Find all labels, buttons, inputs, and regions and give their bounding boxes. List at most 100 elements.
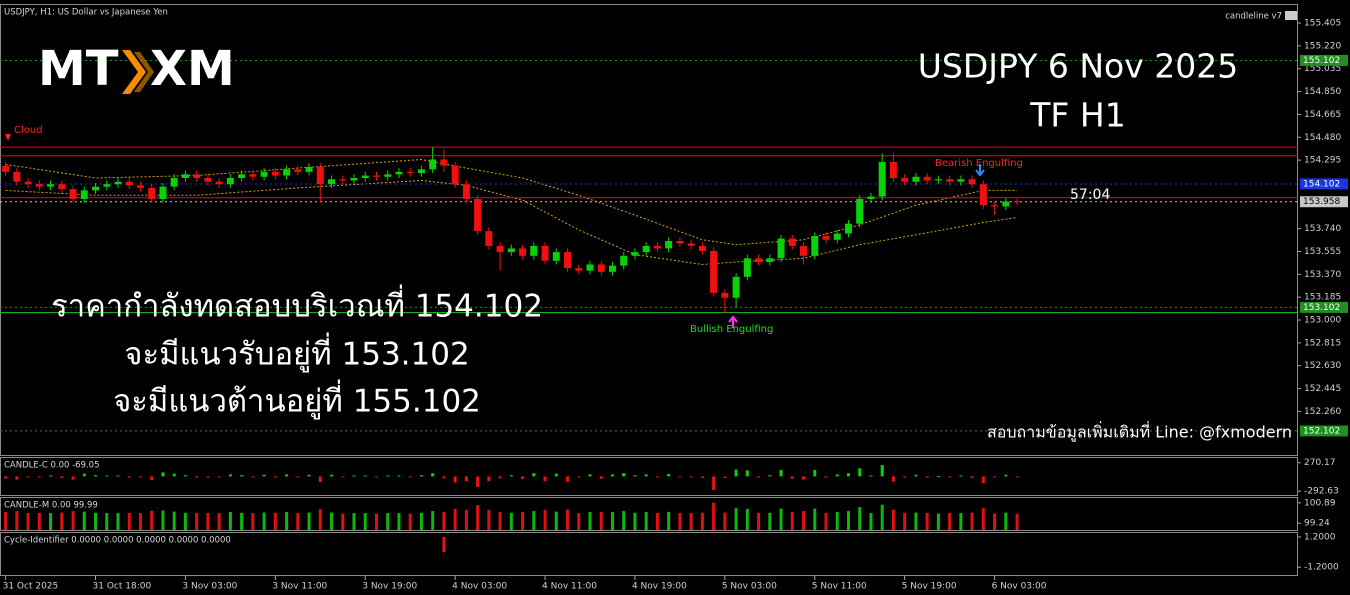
indicator-bar [161, 472, 165, 477]
logo-left: MT [38, 41, 119, 97]
indicator-bar [1015, 513, 1019, 530]
candle-body [912, 176, 920, 182]
candle-body [80, 190, 88, 200]
candle-body [710, 250, 718, 293]
panel-title: CANDLE-M 0.00 99.99 [4, 501, 98, 511]
candle-body [968, 179, 976, 185]
indicator-bar [712, 476, 716, 491]
indicator-bar [914, 512, 918, 530]
indicator-bar [307, 474, 311, 477]
indicator-bar [138, 513, 142, 530]
candle-body [170, 178, 178, 187]
indicator-bar [183, 512, 187, 530]
y-tick-label: 100.89 [1304, 498, 1336, 508]
candle-body [844, 223, 852, 234]
x-tick-label: 6 Nov 03:00 [992, 582, 1047, 592]
overlay-note: จะมีแนวต้านอยู่ที่ 155.102 [113, 380, 481, 420]
indicator-bar [127, 476, 131, 478]
indicator-bar [172, 511, 176, 530]
candle-body [283, 169, 291, 176]
candle-body [901, 178, 909, 182]
indicator-bar [577, 513, 581, 530]
indicator-bar [172, 473, 176, 477]
indicator-bar [318, 476, 322, 483]
indicator-bar [779, 508, 783, 530]
candle-body [13, 171, 21, 182]
indicator-bar [4, 512, 8, 530]
indicator-bar [453, 508, 457, 530]
candle-body [193, 174, 201, 179]
candle-body [226, 178, 234, 185]
indicator-bar [251, 513, 255, 530]
price-tag [1300, 425, 1348, 437]
indicator-bar [824, 512, 828, 530]
indicator-bar [228, 512, 232, 530]
indicator-bar [442, 476, 446, 479]
indicator-bar [768, 475, 772, 477]
indicator-bar [981, 476, 985, 484]
indicator-name: candleline v7 [1225, 12, 1282, 22]
indicator-bar [543, 509, 547, 530]
indicator-bar [700, 476, 704, 479]
indicator-bar [476, 505, 480, 530]
candle-body [564, 252, 572, 269]
indicator-bar [26, 476, 30, 478]
candle-body [339, 179, 347, 181]
candle-body [856, 199, 864, 224]
indicator-bar [869, 475, 873, 477]
indicator-bar [37, 513, 41, 530]
candle-body [946, 179, 954, 182]
price-tag [1300, 301, 1348, 313]
indicator-bar [386, 513, 390, 530]
indicator-bar [341, 513, 345, 530]
bullish-arrow [728, 315, 738, 328]
indicator-bar [138, 476, 142, 478]
logo-chevron [122, 50, 146, 94]
candle-body [136, 185, 144, 188]
chart-layer: USDJPY, H1: US Dollar vs Japanese Yen 155… [0, 8, 1348, 592]
indicator-bar [824, 476, 828, 478]
indicator-bar [880, 504, 884, 530]
indicator-bar [880, 465, 884, 477]
x-tick-label: 5 Nov 03:00 [722, 582, 777, 592]
bearish-arrow [975, 164, 985, 177]
indicator-bar [217, 513, 221, 530]
candle-body [979, 184, 987, 206]
indicator-bar [374, 513, 378, 530]
band-line [5, 179, 1018, 266]
indicator-bar [566, 509, 570, 530]
indicator-bar [790, 476, 794, 479]
indicator-bar [858, 468, 862, 477]
y-tick-label: 153.370 [1304, 270, 1341, 280]
candle-body [305, 166, 313, 172]
indicator-bar [655, 476, 659, 478]
indicator-bar [49, 513, 53, 530]
x-tick-label: 4 Nov 03:00 [452, 582, 507, 592]
indicator-bar [71, 476, 75, 480]
indicator-bar [734, 469, 738, 477]
candle-body [496, 245, 504, 253]
candle-body [878, 161, 886, 197]
indicator-bar [981, 508, 985, 530]
x-tick-label: 4 Nov 19:00 [632, 582, 687, 592]
indicator-bar [723, 512, 727, 530]
indicator-bar [82, 473, 86, 477]
indicator-bar [26, 513, 30, 530]
price-tag [1300, 196, 1348, 208]
indicator-bar [655, 513, 659, 530]
y-tick-label: 1.2000 [1304, 532, 1336, 542]
y-tick-label: 154.480 [1304, 133, 1341, 143]
indicator-bar [869, 513, 873, 530]
overlay-title: TF H1 [1029, 96, 1125, 135]
candle-body [833, 233, 841, 240]
candle-body [575, 268, 583, 271]
indicator-bar [790, 511, 794, 530]
indicator-bar [835, 512, 839, 530]
indicator-bar [745, 508, 749, 530]
indicator-bar [678, 513, 682, 530]
indicator-bar [498, 512, 502, 530]
indicator-bar [644, 512, 648, 530]
indicator-bar [116, 475, 120, 477]
candle-body [530, 245, 538, 256]
indicator-bar [554, 511, 558, 530]
